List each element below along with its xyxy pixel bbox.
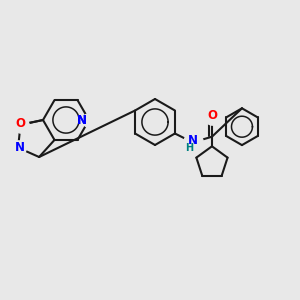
Text: N: N [77, 113, 87, 127]
Text: N: N [188, 134, 198, 147]
Text: O: O [16, 117, 26, 130]
Text: H: H [185, 143, 193, 153]
Text: O: O [207, 109, 217, 122]
Text: N: N [15, 141, 25, 154]
Text: N: N [77, 113, 87, 127]
